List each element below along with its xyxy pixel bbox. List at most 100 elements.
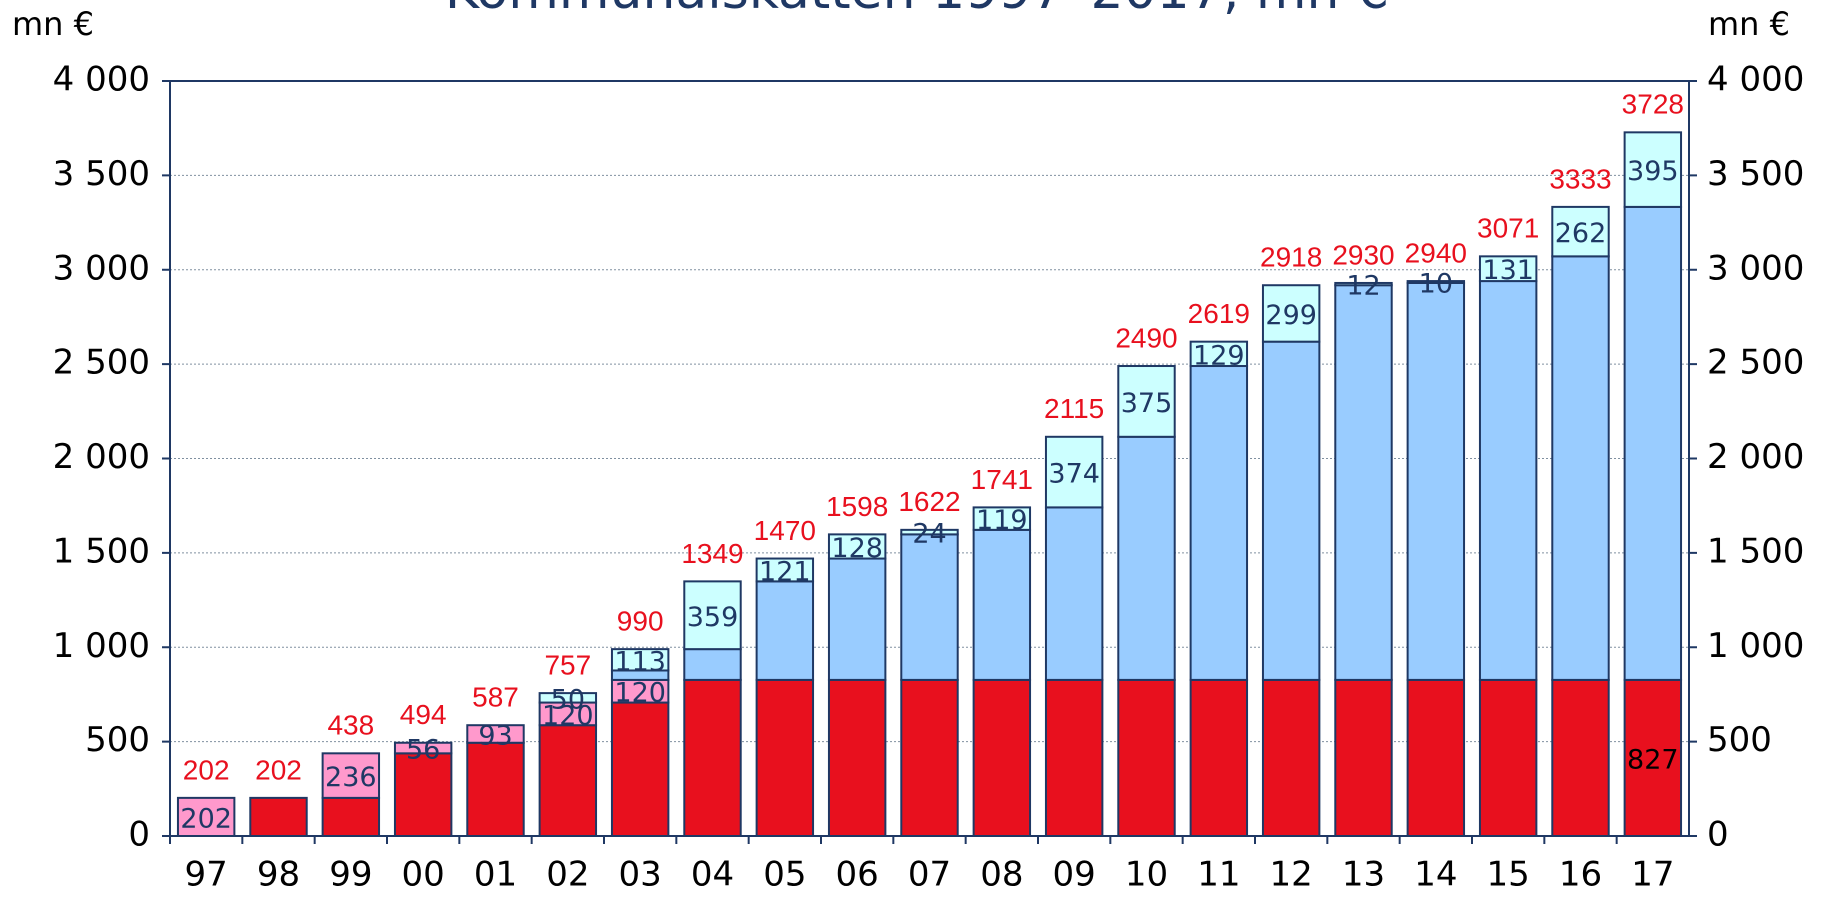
x-tick-label: 11	[1197, 855, 1240, 895]
y2-tick-label: 3 500	[1707, 154, 1804, 194]
x-tick-label: 07	[908, 855, 951, 895]
segment-label: 119	[976, 505, 1028, 536]
bar-segment	[1478, 280, 1538, 681]
bar-segment	[1406, 281, 1466, 681]
bar-segment	[827, 678, 887, 837]
x-tick-label: 10	[1125, 855, 1168, 895]
segment-label: 299	[1265, 300, 1317, 331]
bar-segment	[1044, 435, 1104, 509]
x-tick-label: 15	[1487, 855, 1530, 895]
y2-tick-label: 1 000	[1707, 626, 1804, 666]
bar-segment	[1334, 678, 1393, 837]
total-label: 2918	[1260, 242, 1322, 273]
bar-segment	[1117, 365, 1176, 438]
bar-segment	[1189, 678, 1249, 837]
total-label: 2940	[1405, 237, 1467, 268]
segment-label: 374	[1048, 459, 1100, 490]
bar-segment	[827, 557, 887, 681]
bar-segment	[683, 648, 742, 681]
segment-label: 131	[1482, 255, 1534, 286]
segment-label: 56	[406, 735, 440, 766]
bar-segment	[393, 752, 453, 838]
bar-segment	[1623, 131, 1683, 208]
segment-label: 236	[325, 762, 377, 793]
bar-segment	[538, 692, 598, 704]
x-tick-label: 08	[980, 855, 1023, 895]
total-label: 1622	[898, 486, 960, 517]
bar-segment	[1261, 678, 1321, 837]
x-tick-label: 99	[329, 855, 372, 895]
y2-tick-label: 3 000	[1707, 248, 1804, 288]
segment-label: 120	[542, 700, 594, 731]
total-label: 3333	[1549, 163, 1611, 194]
bar-segment	[321, 752, 381, 799]
bar-segment	[1406, 678, 1466, 837]
y2-tick-label: 2 000	[1707, 437, 1804, 477]
segment-label: 121	[759, 556, 811, 587]
bar-segment	[1189, 340, 1249, 368]
bar-segment	[1261, 284, 1321, 343]
bar-segment	[683, 580, 742, 651]
bar-segment	[1551, 205, 1610, 258]
segment-label: 359	[687, 602, 739, 633]
total-label: 990	[617, 606, 664, 637]
total-label: 1598	[826, 491, 888, 522]
bar-segment	[1406, 280, 1466, 284]
x-tick-label: 17	[1631, 855, 1674, 895]
segment-label: 128	[831, 533, 883, 564]
y-tick-label: 3 000	[53, 248, 150, 288]
bar-segment	[538, 724, 598, 837]
bar-segment	[1334, 284, 1393, 681]
x-tick-label: 16	[1559, 855, 1602, 895]
bar-segment	[1623, 678, 1683, 837]
bar-segment	[1551, 255, 1610, 681]
bar-segment	[1478, 255, 1538, 283]
total-label: 2619	[1188, 298, 1250, 329]
x-tick-label: 04	[691, 855, 734, 895]
segment-label: 93	[478, 720, 512, 751]
total-label: 1741	[971, 464, 1033, 495]
bar-segment	[610, 648, 670, 672]
bar-segment	[755, 678, 815, 837]
x-tick-label: 01	[474, 855, 517, 895]
segment-label: 12	[1346, 271, 1380, 302]
x-tick-label: 97	[185, 855, 228, 895]
bar-segment	[393, 741, 453, 755]
bar-segment	[1478, 678, 1538, 837]
bar-segment	[1044, 506, 1104, 681]
segment-label: 10	[1419, 269, 1453, 300]
segment-label: 24	[912, 519, 946, 550]
total-label: 1349	[681, 538, 743, 569]
x-tick-label: 13	[1342, 855, 1385, 895]
bar-segment	[466, 741, 525, 838]
x-tick-label: 00	[402, 855, 445, 895]
total-label: 202	[255, 754, 302, 785]
y-tick-label: 3 500	[53, 154, 150, 194]
bar-segment	[321, 796, 381, 837]
y-tick-label: 1 500	[53, 531, 150, 571]
bar-segment	[1551, 678, 1610, 837]
bar-segment	[1623, 205, 1683, 681]
segment-label: 262	[1555, 218, 1607, 249]
y-tick-label: 500	[85, 720, 150, 760]
total-label: 587	[472, 682, 519, 713]
y2-tick-label: 0	[1707, 815, 1729, 855]
bar-segment	[1334, 281, 1393, 287]
y2-axis-label: mn €	[1708, 5, 1790, 43]
total-label: 3071	[1477, 213, 1539, 244]
bar-segment	[972, 528, 1032, 681]
x-tick-label: 12	[1270, 855, 1313, 895]
y-tick-label: 2 000	[53, 437, 150, 477]
total-label: 494	[400, 699, 447, 730]
bar-segment	[610, 701, 670, 838]
segment-label: 395	[1627, 156, 1679, 187]
bar-segment	[683, 678, 742, 837]
bar-segment	[249, 796, 308, 837]
y2-tick-label: 2 500	[1707, 343, 1804, 383]
x-tick-label: 03	[619, 855, 662, 895]
y-axis-label: mn €	[12, 5, 94, 43]
total-label: 3728	[1622, 89, 1684, 120]
total-label: 2115	[1044, 393, 1104, 424]
x-tick-label: 98	[257, 855, 300, 895]
bar-segment	[1044, 678, 1104, 837]
